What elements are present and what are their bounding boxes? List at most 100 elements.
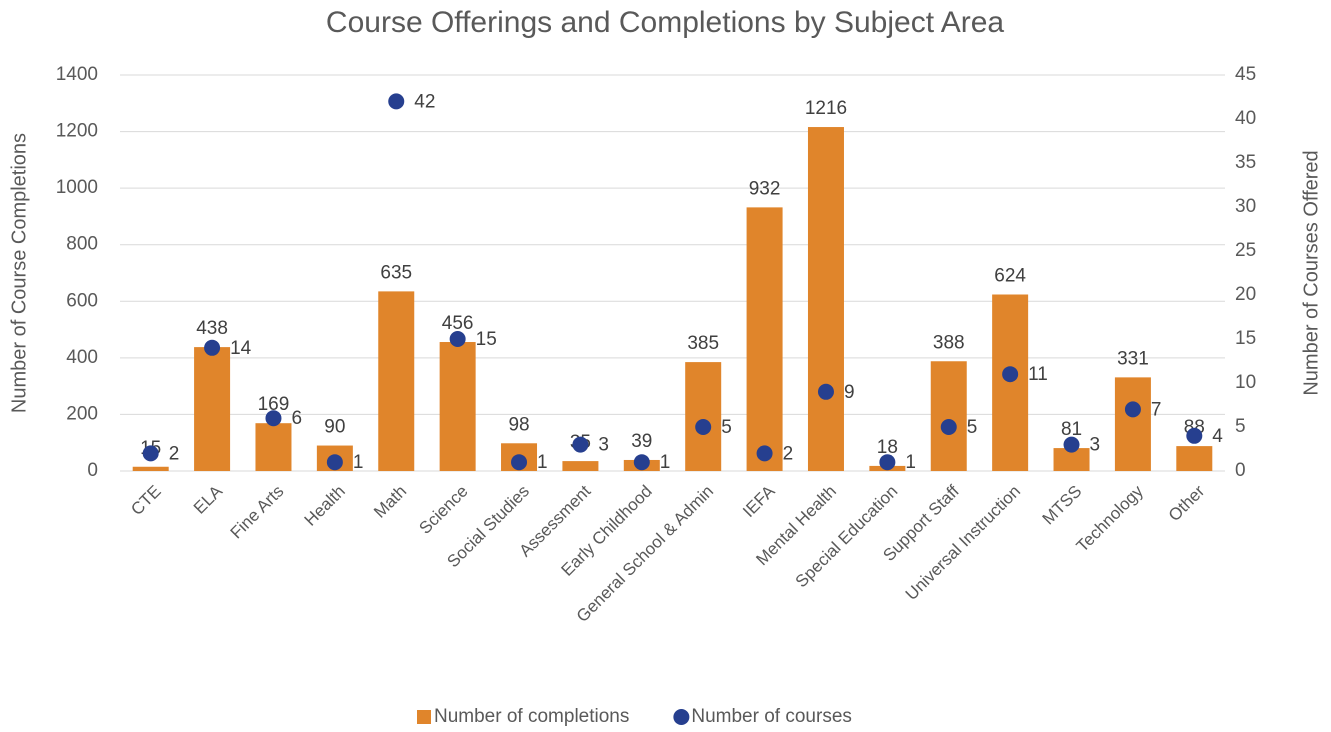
bar-value-label: 90 — [324, 417, 345, 438]
dot — [756, 445, 773, 462]
y-tick-label: 400 — [66, 347, 98, 368]
bar — [378, 291, 415, 471]
bar-value-label: 635 — [380, 262, 412, 283]
dot — [633, 454, 650, 471]
y-tick-label: 0 — [87, 460, 98, 481]
x-tick-label: Science — [415, 482, 471, 538]
dot-value-label: 5 — [967, 417, 978, 438]
y2-tick-label: 15 — [1235, 328, 1256, 349]
x-tick-label: ELA — [190, 481, 227, 518]
y-tick-label: 800 — [66, 234, 98, 255]
chart-title: Course Offerings and Completions by Subj… — [326, 6, 1004, 39]
bar — [930, 361, 967, 471]
dot — [511, 454, 528, 471]
dot — [1063, 436, 1080, 453]
dot-value-label: 5 — [721, 417, 732, 438]
legend-label: Number of courses — [691, 706, 852, 727]
dot-value-label: 11 — [1028, 364, 1048, 385]
y2-tick-label: 40 — [1235, 108, 1256, 129]
dot — [388, 93, 405, 110]
x-tick-label: Other — [1165, 481, 1209, 525]
dot-value-label: 3 — [1090, 435, 1101, 456]
y-tick-label: 1200 — [56, 121, 98, 142]
y2-tick-label: 20 — [1235, 284, 1256, 305]
dot — [940, 419, 957, 435]
dot-value-label: 15 — [476, 329, 497, 350]
bar-value-label: 388 — [933, 332, 965, 353]
dot — [326, 454, 343, 471]
y2-tick-label: 10 — [1235, 372, 1256, 393]
dot — [204, 339, 221, 356]
legend-swatch — [417, 710, 431, 724]
bar-value-label: 624 — [994, 266, 1026, 287]
bar — [685, 362, 722, 471]
y2-tick-label: 5 — [1235, 416, 1246, 437]
bar — [1114, 377, 1151, 471]
y2-tick-label: 35 — [1235, 152, 1256, 173]
dot-value-label: 1 — [905, 452, 916, 473]
dot — [572, 436, 589, 453]
y-tick-label: 200 — [66, 403, 98, 424]
x-tick-label: Fine Arts — [227, 482, 288, 543]
x-tick-label: MTSS — [1039, 482, 1086, 529]
bar-value-label: 18 — [877, 437, 898, 458]
legend-label: Number of completions — [434, 706, 629, 727]
bar-value-label: 98 — [508, 414, 529, 435]
dot-value-label: 1 — [537, 452, 548, 473]
bar — [807, 127, 844, 471]
bar-value-label: 438 — [196, 318, 228, 339]
x-tick-label: Special Education — [792, 482, 902, 592]
y2-tick-label: 25 — [1235, 240, 1256, 261]
dot — [1186, 427, 1203, 444]
y2-tick-label: 30 — [1235, 196, 1256, 217]
dot-value-label: 4 — [1212, 426, 1223, 447]
bar-value-label: 169 — [258, 394, 290, 415]
bar — [746, 207, 783, 471]
y-tick-label: 600 — [66, 290, 98, 311]
x-tick-label: Universal Instruction — [902, 482, 1024, 604]
dot-value-label: 7 — [1151, 399, 1162, 420]
dot — [817, 383, 834, 400]
dot-value-label: 42 — [414, 91, 435, 112]
bar-value-label: 81 — [1061, 419, 1082, 440]
dot-value-label: 14 — [230, 338, 252, 359]
dot — [1124, 401, 1141, 418]
bar — [132, 466, 169, 471]
bar — [255, 423, 292, 471]
dot-value-label: 1 — [660, 452, 671, 473]
bar — [1176, 446, 1213, 471]
y-axis-title: Number of Course Completions — [8, 133, 30, 413]
bar-value-label: 331 — [1117, 348, 1149, 369]
dot-value-label: 1 — [353, 452, 364, 473]
dot — [1002, 366, 1019, 383]
dot-value-label: 2 — [169, 443, 180, 464]
bar — [1053, 448, 1090, 471]
dot-value-label: 3 — [598, 435, 609, 456]
dot — [879, 454, 896, 471]
dot — [142, 445, 159, 462]
dot — [695, 419, 712, 435]
y2-tick-label: 45 — [1235, 64, 1256, 85]
y2-tick-label: 0 — [1235, 460, 1246, 481]
bar-value-label: 456 — [442, 313, 474, 334]
bar-value-label: 1216 — [805, 98, 847, 119]
bar-value-label: 39 — [631, 431, 652, 452]
legend-swatch — [673, 709, 690, 725]
x-tick-label: Math — [370, 482, 410, 522]
bar — [439, 342, 476, 471]
bar — [562, 461, 599, 471]
dot — [265, 410, 282, 427]
y2-axis-title: Number of Courses Offered — [1300, 150, 1322, 395]
x-tick-label: Technology — [1073, 481, 1148, 556]
bar-value-label: 385 — [687, 333, 719, 354]
y-tick-label: 1000 — [56, 177, 98, 198]
y-tick-label: 1400 — [56, 64, 98, 85]
x-tick-label: CTE — [127, 482, 164, 519]
dot-value-label: 2 — [783, 443, 794, 464]
x-tick-label: Health — [301, 482, 349, 530]
bar — [992, 294, 1029, 471]
dot — [449, 331, 466, 347]
dot-value-label: 9 — [844, 382, 855, 403]
x-tick-label: IEFA — [739, 481, 779, 521]
